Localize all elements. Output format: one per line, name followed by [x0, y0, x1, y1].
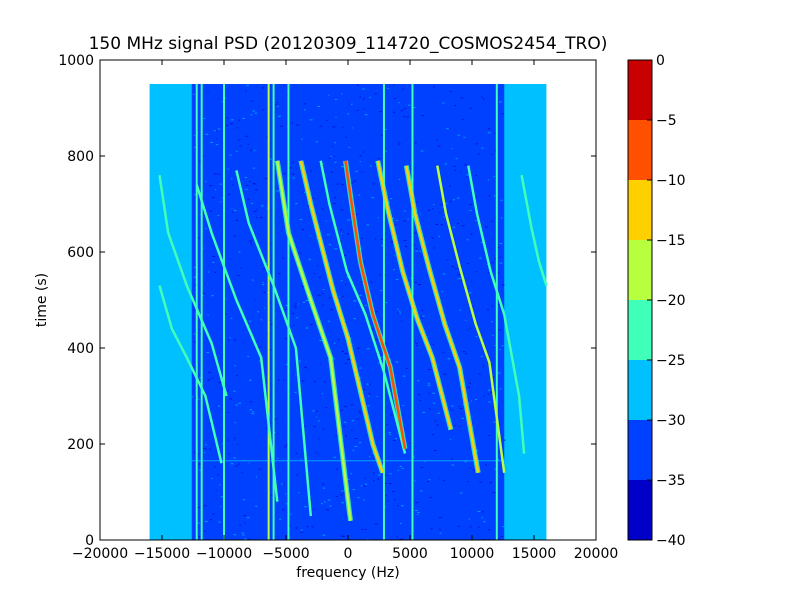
doppler-curve-c9: [376, 160, 453, 430]
x-tick-label: 15000: [512, 546, 557, 562]
colorbar-segment-2: [628, 420, 652, 480]
colorbar-segment-4: [628, 300, 652, 360]
colorbar-tick-label: −10: [656, 173, 686, 189]
doppler-curve-c5: [276, 160, 352, 521]
colorbar: 0 −5 −10 −15 −20 −25 −30 −35 −40: [627, 53, 686, 549]
x-tick-label: −5000: [262, 546, 309, 562]
x-tick-label: 20000: [574, 546, 619, 562]
y-axis-label: time (s): [34, 273, 50, 327]
doppler-curve-c10: [405, 165, 480, 474]
x-tick-label: 10000: [450, 546, 495, 562]
doppler-curve-c8: [344, 160, 407, 450]
x-axis-label: frequency (Hz): [296, 565, 399, 581]
y-axis: 0 200 400 600 800 1000: [58, 53, 596, 549]
y-tick-label: 1000: [58, 53, 94, 69]
doppler-curve-c13: [520, 174, 548, 286]
colorbar-tick-label: −30: [656, 413, 686, 429]
y-tick-label: 200: [67, 437, 94, 453]
colorbar-tick-label: −35: [656, 473, 686, 489]
colorbar-segment-8: [628, 60, 652, 120]
colorbar-tick-label: −15: [656, 233, 686, 249]
x-tick-label: −20000: [72, 546, 128, 562]
colorbar-segment-5: [628, 240, 652, 300]
x-tick-label: 5000: [392, 546, 428, 562]
doppler-curve-c7: [319, 160, 407, 454]
doppler-curve-c12: [467, 165, 526, 454]
plot-area: [149, 84, 548, 540]
y-tick-label: 400: [67, 341, 94, 357]
y-tick-label: 800: [67, 149, 94, 165]
colorbar-segment-7: [628, 120, 652, 180]
doppler-curve-c4: [235, 170, 313, 517]
y-tick-label: 600: [67, 245, 94, 261]
y-tick-label: 0: [85, 533, 94, 549]
doppler-curve-c3: [195, 184, 279, 502]
chart-title: 150 MHz signal PSD (20120309_114720_COSM…: [89, 34, 608, 54]
x-tick-label: −15000: [134, 546, 190, 562]
doppler-curve-c1: [158, 175, 228, 397]
colorbar-tick-label: −20: [656, 293, 686, 309]
psd-noise-floor: [191, 84, 505, 540]
doppler-curve-c2: [158, 285, 223, 464]
x-tick-label: −10000: [196, 546, 252, 562]
colorbar-tick-label: −40: [656, 533, 686, 549]
colorbar-tick-label: 0: [656, 53, 665, 69]
doppler-curve-c11: [436, 165, 506, 473]
colorbar-segment-6: [628, 180, 652, 240]
doppler-curve-c6: [299, 160, 384, 474]
colorbar-segment-3: [628, 360, 652, 420]
colorbar-tick-label: −25: [656, 353, 686, 369]
colorbar-tick-label: −5: [656, 113, 677, 129]
colorbar-segment-1: [628, 480, 652, 540]
x-tick-label: 0: [344, 546, 353, 562]
x-axis: −20000 −15000 −10000 −5000 0 5000 10000 15000 20…: [72, 60, 618, 562]
